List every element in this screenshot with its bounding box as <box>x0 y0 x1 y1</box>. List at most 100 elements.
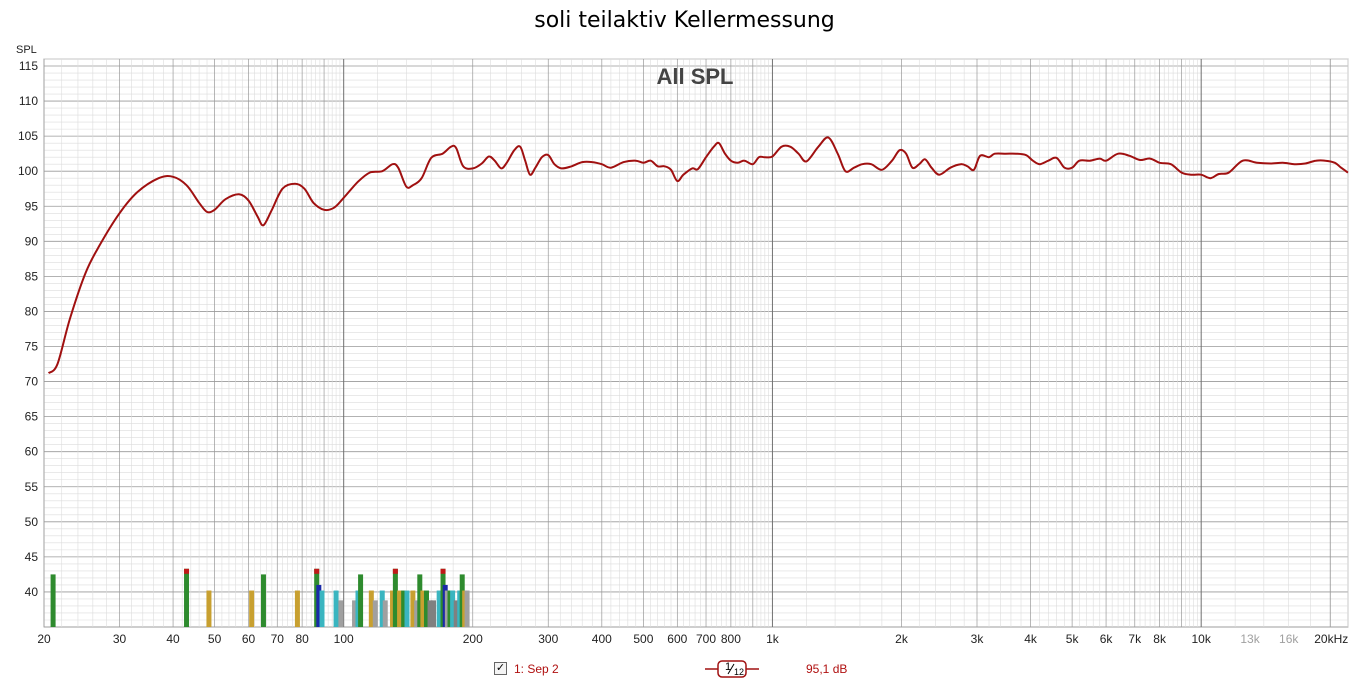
resonance-marker <box>333 590 339 627</box>
x-tick-label: 4k <box>1024 632 1038 646</box>
x-tick-label: 60 <box>242 632 256 646</box>
y-axis-label: SPL <box>16 44 37 56</box>
resonance-marker-cap <box>314 568 320 574</box>
x-tick-label: 16k <box>1279 632 1299 646</box>
x-tick-label: 6k <box>1100 632 1114 646</box>
curve-layer <box>47 136 1349 375</box>
resonance-marker <box>401 590 407 627</box>
x-tick-label: 10k <box>1192 632 1212 646</box>
resonance-marker <box>390 590 396 627</box>
resonance-marker <box>464 590 470 627</box>
y-tick-label: 95 <box>25 199 39 213</box>
x-tick-label: 3k <box>971 632 985 646</box>
y-tick-label: 85 <box>25 269 39 283</box>
resonance-marker <box>417 574 423 627</box>
x-tick-label: 200 <box>463 632 483 646</box>
resonance-marker <box>50 574 56 627</box>
resonance-marker <box>358 574 364 627</box>
x-tick-label: 1k <box>766 632 780 646</box>
x-tick-label: 100 <box>334 632 354 646</box>
resonance-marker <box>414 600 420 627</box>
y-tick-label: 40 <box>25 585 39 599</box>
x-tick-label: 40 <box>166 632 180 646</box>
x-tick-label: 500 <box>633 632 653 646</box>
smoothing-slash <box>727 663 735 675</box>
resonance-marker-cap <box>184 568 190 574</box>
series-legend-label[interactable]: 1: Sep 2 <box>514 662 559 676</box>
level-readout: 95,1 dB <box>806 662 848 676</box>
y-tick-label: 115 <box>19 59 38 73</box>
x-tick-label: 5k <box>1066 632 1080 646</box>
resonance-marker <box>382 600 388 627</box>
x-tick-label: 800 <box>721 632 741 646</box>
x-tick-label: 80 <box>295 632 309 646</box>
resonance-marker <box>453 600 459 627</box>
series-visibility-checkbox[interactable]: ✓ <box>494 662 507 675</box>
resonance-marker <box>206 590 212 627</box>
x-tick-label: 2k <box>895 632 909 646</box>
x-tick-label: 20kHz <box>1314 632 1348 646</box>
spl-curve <box>47 136 1349 375</box>
y-tick-label: 105 <box>18 129 38 143</box>
smoothing-numerator: 1 <box>725 661 731 673</box>
resonance-marker <box>431 600 437 627</box>
resonance-marker <box>423 590 429 627</box>
resonance-marker <box>436 590 442 627</box>
y-tick-label: 60 <box>25 445 39 459</box>
plot-frame <box>43 58 1349 628</box>
resonance-marker <box>319 590 325 627</box>
x-tick-label: 70 <box>271 632 285 646</box>
y-tick-label: 70 <box>25 375 39 389</box>
resonance-marker <box>316 584 322 627</box>
y-tick-label: 45 <box>25 550 39 564</box>
resonance-marker <box>372 600 378 627</box>
resonance-marker <box>260 574 266 627</box>
grid-layer <box>43 58 1349 628</box>
smoothing-indicator[interactable]: 1 12 <box>705 658 759 678</box>
axis-layer: 115 110 105 100 95 90 85 80 75 70 65 60 55 50 45 40 20 30… <box>18 59 1348 646</box>
resonance-marker <box>410 590 416 627</box>
x-tick-label: 30 <box>113 632 127 646</box>
resonance-marker <box>294 590 300 627</box>
resonance-marker <box>420 590 426 627</box>
x-tick-label: 600 <box>667 632 687 646</box>
y-tick-label: 55 <box>25 480 39 494</box>
resonance-marker <box>368 590 374 627</box>
x-tick-label: 7k <box>1128 632 1142 646</box>
chart-title: soli teilaktiv Kellermessung <box>534 8 835 33</box>
resonance-marker <box>184 568 190 627</box>
y-tick-label: 65 <box>25 410 39 424</box>
resonance-marker <box>404 590 410 627</box>
y-tick-label: 90 <box>25 234 39 248</box>
resonance-marker <box>397 590 403 627</box>
resonance-marker <box>447 590 453 627</box>
y-tick-label: 80 <box>25 304 39 318</box>
smoothing-denominator: 12 <box>734 667 744 677</box>
resonance-marker <box>392 568 398 627</box>
resonance-marker <box>355 590 361 627</box>
y-tick-label: 50 <box>25 515 39 529</box>
x-tick-label: 8k <box>1153 632 1167 646</box>
marker-layer <box>50 568 470 627</box>
resonance-marker <box>352 600 358 627</box>
x-tick-label: 400 <box>592 632 612 646</box>
resonance-marker-cap <box>392 568 398 574</box>
chart-subtitle: All SPL <box>656 64 733 89</box>
resonance-marker <box>379 590 385 627</box>
resonance-marker <box>427 600 433 627</box>
x-tick-label: 300 <box>538 632 558 646</box>
x-tick-label: 13k <box>1240 632 1260 646</box>
resonance-marker <box>450 590 456 627</box>
resonance-marker <box>444 590 450 627</box>
y-tick-label: 75 <box>25 340 39 354</box>
resonance-marker <box>249 590 255 627</box>
x-tick-label: 20 <box>37 632 51 646</box>
resonance-marker-cap <box>440 568 446 574</box>
x-tick-label: 50 <box>208 632 222 646</box>
resonance-marker <box>338 600 344 627</box>
y-tick-label: 110 <box>19 94 38 108</box>
x-tick-label: 700 <box>696 632 716 646</box>
smoothing-frame <box>717 660 747 678</box>
y-tick-label: 100 <box>18 164 38 178</box>
